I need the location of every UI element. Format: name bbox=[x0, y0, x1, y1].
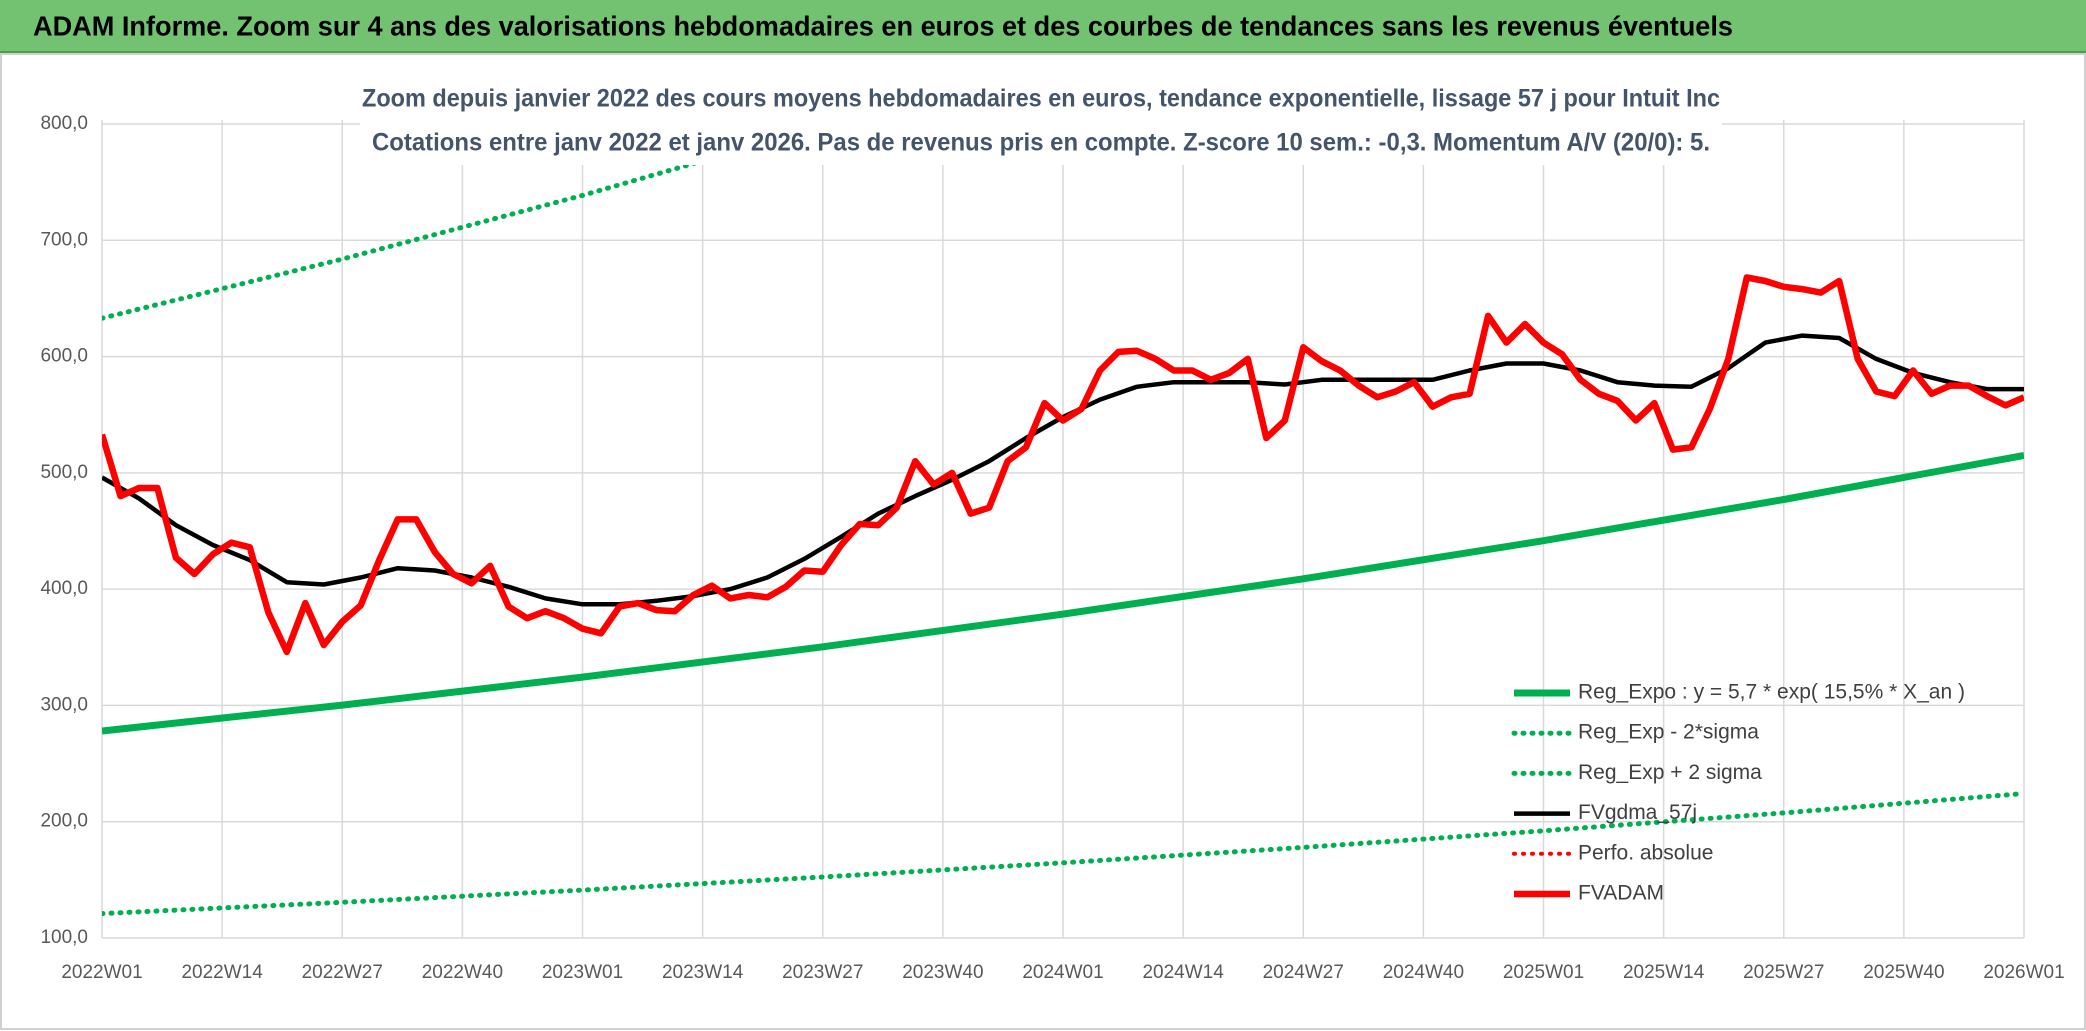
y-tick-label: 700,0 bbox=[40, 229, 88, 250]
x-tick-label: 2024W01 bbox=[1022, 962, 1103, 983]
legend-label: FVgdma_57j bbox=[1578, 801, 1697, 824]
legend-label: Reg_Exp - 2*sigma bbox=[1578, 721, 1759, 744]
x-tick-label: 2022W27 bbox=[302, 962, 383, 983]
banner-border bbox=[0, 51, 2086, 54]
plot-lines bbox=[102, 124, 2024, 917]
x-tick-label: 2023W14 bbox=[662, 962, 744, 983]
legend-label: Reg_Expo : y = 5,7 * exp( 15,5% * X_an ) bbox=[1578, 681, 1965, 704]
title-banner bbox=[0, 0, 2086, 53]
y-tick-label: 200,0 bbox=[40, 811, 88, 832]
x-tick-label: 2024W14 bbox=[1142, 962, 1224, 983]
series-line bbox=[102, 274, 2024, 656]
chart-frame bbox=[0, 53, 2086, 1030]
y-tick-label: 800,0 bbox=[40, 113, 88, 134]
subtitle: Zoom depuis janvier 2022 des cours moyen… bbox=[362, 85, 1720, 113]
x-tick-label: 2025W40 bbox=[1863, 962, 1944, 983]
x-tick-label: 2024W27 bbox=[1263, 962, 1344, 983]
x-tick-label: 2024W40 bbox=[1383, 962, 1464, 983]
y-tick-label: 100,0 bbox=[40, 927, 88, 948]
x-tick-label: 2023W27 bbox=[782, 962, 863, 983]
x-tick-label: 2025W01 bbox=[1503, 962, 1584, 983]
axes: 100,0 200,0 300,0 400,0 500,0 600,0 700,0 800,0… bbox=[40, 113, 2064, 983]
x-tick-label: 2025W14 bbox=[1623, 962, 1705, 983]
x-tick-label: 2025W27 bbox=[1743, 962, 1824, 983]
legend-label: Reg_Exp + 2 sigma bbox=[1578, 761, 1762, 784]
y-tick-label: 500,0 bbox=[40, 462, 88, 483]
x-tick-label: 2022W40 bbox=[422, 962, 503, 983]
x-tick-label: 2023W40 bbox=[902, 962, 983, 983]
subtitle: Cotations entre janv 2022 et janv 2026. … bbox=[372, 129, 1710, 157]
y-tick-label: 600,0 bbox=[40, 346, 88, 367]
x-tick-label: 2026W01 bbox=[1983, 962, 2064, 983]
series-line bbox=[102, 451, 2024, 735]
x-tick-label: 2022W14 bbox=[181, 962, 263, 983]
chart-title: ADAM Informe. Zoom sur 4 ans des valoris… bbox=[33, 10, 1733, 41]
legend: Reg_Expo : y = 5,7 * exp( 15,5% * X_an )… bbox=[1511, 681, 1965, 905]
legend-label: Perfo. absolue bbox=[1578, 841, 1713, 864]
x-tick-label: 2023W01 bbox=[542, 962, 623, 983]
x-tick-label: 2022W01 bbox=[61, 962, 142, 983]
legend-label: FVADAM bbox=[1578, 882, 1664, 905]
series-line bbox=[102, 791, 2024, 917]
y-tick-label: 300,0 bbox=[40, 694, 88, 715]
y-tick-label: 400,0 bbox=[40, 578, 88, 599]
subtitle-background bbox=[360, 78, 1722, 165]
